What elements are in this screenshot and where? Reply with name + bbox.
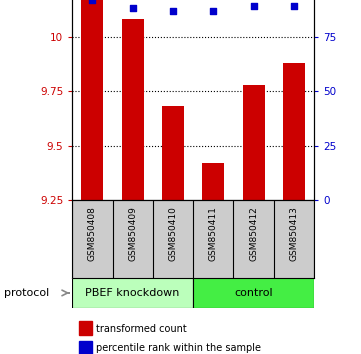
Text: GSM850412: GSM850412 xyxy=(249,206,258,261)
Text: control: control xyxy=(234,288,273,298)
Bar xyxy=(162,107,184,200)
Text: GSM850413: GSM850413 xyxy=(290,206,299,261)
Text: GSM850410: GSM850410 xyxy=(169,206,178,261)
Text: GSM850409: GSM850409 xyxy=(128,206,137,261)
Text: transformed count: transformed count xyxy=(96,324,186,333)
Point xyxy=(291,4,297,9)
Bar xyxy=(72,278,193,308)
Bar xyxy=(283,63,305,200)
Point xyxy=(210,8,216,13)
Bar xyxy=(243,85,265,200)
Bar xyxy=(193,278,314,308)
Text: PBEF knockdown: PBEF knockdown xyxy=(86,288,180,298)
Point xyxy=(170,8,176,13)
Text: GSM850408: GSM850408 xyxy=(88,206,97,261)
Point xyxy=(251,4,256,9)
Point xyxy=(130,6,135,11)
Text: protocol: protocol xyxy=(4,288,49,298)
Text: GSM850411: GSM850411 xyxy=(209,206,218,261)
Bar xyxy=(202,163,225,200)
Bar xyxy=(81,0,104,200)
Point xyxy=(90,0,95,2)
Text: percentile rank within the sample: percentile rank within the sample xyxy=(96,343,261,353)
Bar xyxy=(122,19,144,200)
